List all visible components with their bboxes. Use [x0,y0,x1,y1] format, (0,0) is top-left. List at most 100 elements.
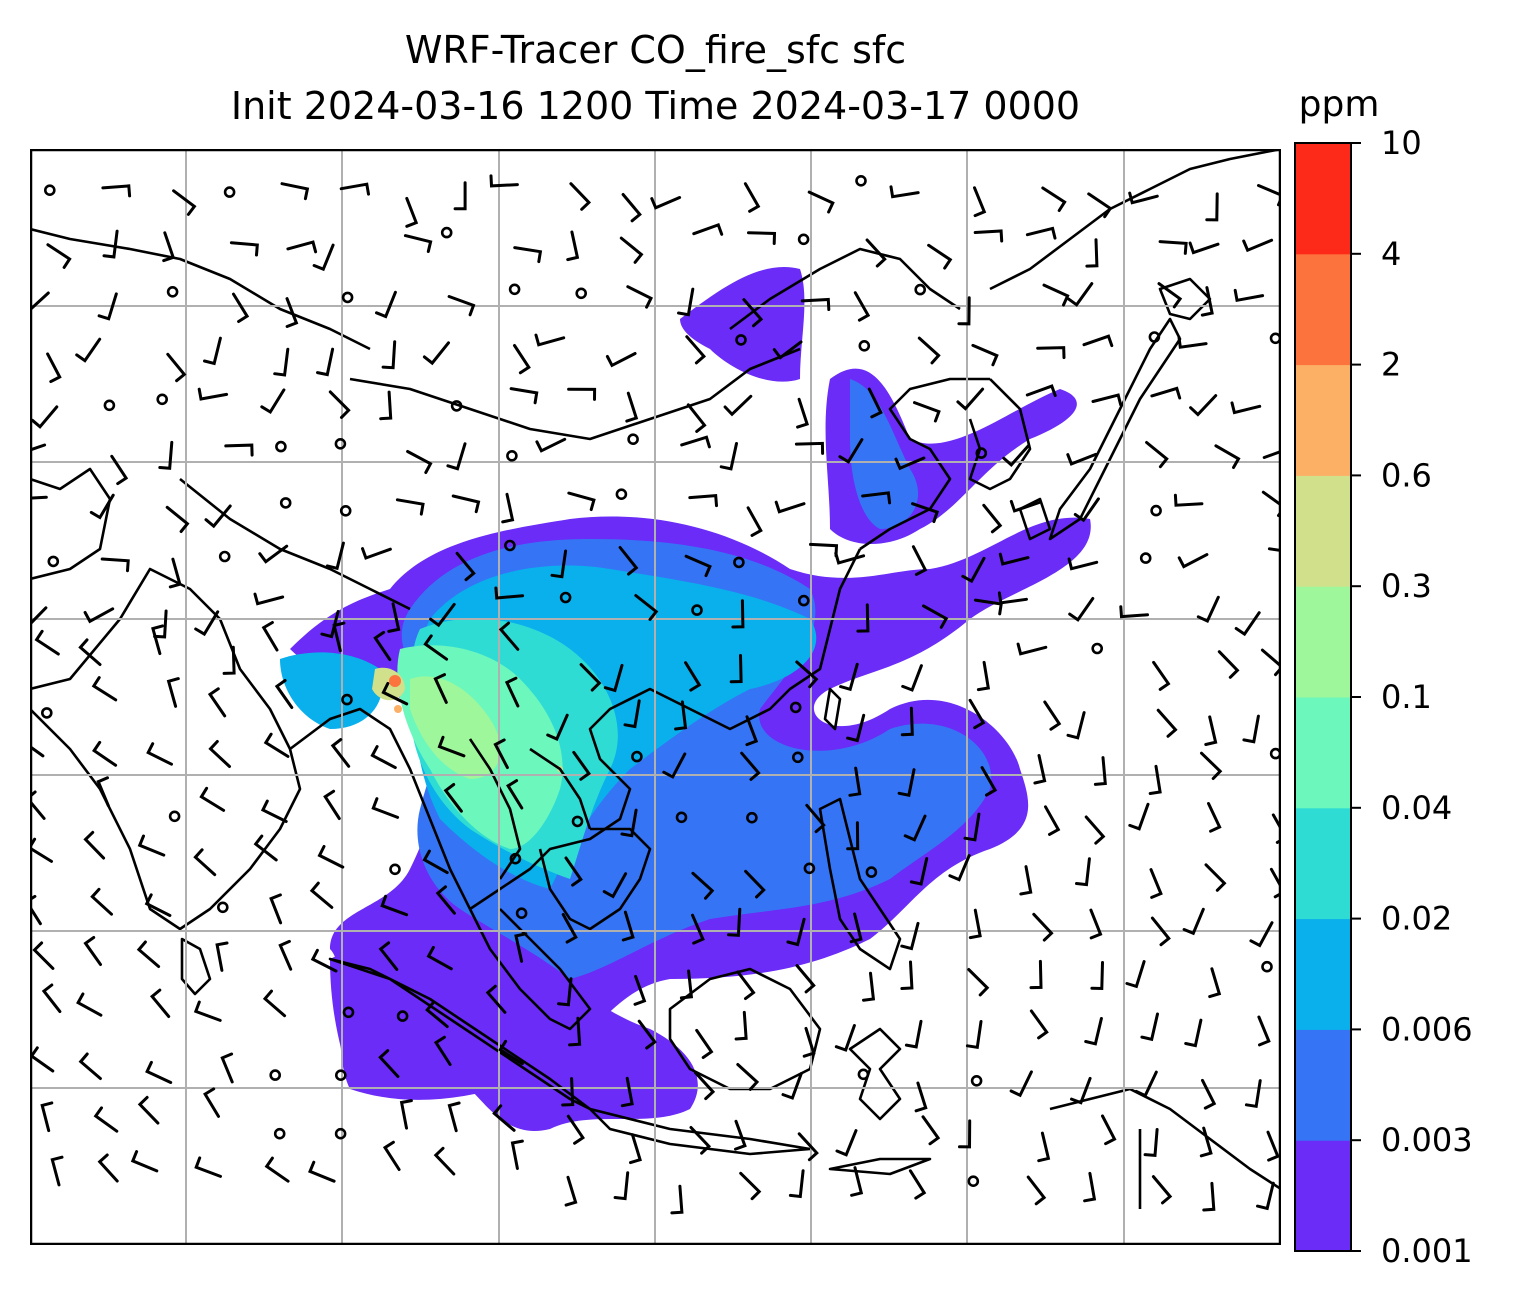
wind-barb [740,751,761,781]
wind-barb [862,971,876,1002]
calm-wind-circle [396,1010,409,1022]
wind-barb [772,340,803,360]
wind-barb [1082,334,1114,348]
wind-barb [90,887,113,916]
wind-barb [976,660,991,692]
wind-barb [967,968,990,997]
calm-wind-circle [865,866,878,878]
wind-barb [846,713,866,743]
wind-barb [774,500,806,514]
wind-barb [1037,1131,1051,1163]
wind-barb [371,797,400,819]
wind-barb [222,645,236,675]
wind-barb [506,779,524,810]
wind-barb [1009,499,1041,513]
wind-barb [922,604,949,629]
wind-barb [310,948,338,973]
calm-wind-circle [515,907,528,920]
wind-barb [900,706,914,737]
calm-wind-circle [103,399,116,412]
wind-barb [965,1020,983,1050]
wind-barb [997,591,1028,605]
calm-wind-circle [334,1127,347,1140]
calm-wind-circle [857,1068,870,1081]
wind-barb [807,190,835,214]
wind-barb [1204,715,1218,746]
wind-barb [839,662,859,692]
colorbar-segment [1295,253,1351,366]
wind-barb [846,821,860,851]
colorbar-tick-label: 4 [1381,235,1401,273]
calm-wind-circle [47,555,60,568]
wind-barb [662,752,687,779]
border-indochina-internal [468,738,522,880]
calm-wind-circle [975,447,988,459]
wind-barb [897,768,916,797]
wind-barb [425,1000,449,1028]
wind-barb [1119,605,1149,619]
wind-barb [1260,648,1281,677]
wind-barb [719,442,738,471]
wind-barb [971,343,999,367]
wind-barb [1177,335,1208,349]
calm-wind-circle [275,440,287,453]
wind-barb [1066,452,1098,466]
calm-wind-circle [1150,504,1162,517]
wind-barb [850,1166,864,1197]
wind-barb [1033,754,1047,785]
colorbar-tick-label: 0.02 [1381,900,1452,938]
wind-barb [1068,597,1095,622]
wind-barb [136,940,161,968]
coastline-philippines [818,797,902,971]
wind-barb [89,493,115,520]
wind-barb [514,932,528,963]
wind-barb [50,1155,64,1187]
wind-barb [867,387,883,419]
wind-barb [197,387,229,401]
calm-wind-circle [508,283,521,296]
wind-barb [144,893,172,917]
wind-barb [513,344,531,375]
wind-barb [437,735,466,758]
wind-barb [564,1175,578,1207]
border-kazakhstan [30,227,371,351]
wind-barb [332,621,346,653]
calm-wind-circle [803,862,816,875]
wind-barb [145,1060,173,1084]
colorbar-ticks: 0.001 0.003 0.006 0.02 0.04 0.1 0.3 0.6 2 4 10 [1351,124,1473,1270]
wind-barb [258,544,289,564]
wind-barb [498,621,520,651]
calm-wind-circle [217,901,229,914]
wind-barb [621,910,635,942]
concentration-level-6 [410,676,501,779]
calm-wind-circle [855,174,867,187]
colorbar-tick-label: 2 [1381,346,1401,384]
wind-barb [263,732,290,758]
wind-barb [927,243,953,270]
wind-barb [339,182,370,196]
colorbar-tick-label: 0.6 [1381,456,1432,494]
calm-wind-circle [341,693,353,706]
calm-wind-circle [970,1074,983,1087]
coastline-java [588,1107,812,1156]
calm-wind-circle [342,1006,355,1019]
calm-wind-circle [440,226,453,239]
colorbar-segment [1295,697,1351,809]
wind-barb [619,236,644,264]
wind-barb [903,814,927,842]
wind-barb [1200,751,1223,780]
calm-wind-circle [615,488,628,501]
wind-barb [1128,802,1150,831]
wind-barb [889,185,920,199]
wind-barb [736,970,756,1001]
wind-barb [746,506,763,537]
wind-barb [620,808,638,838]
wind-barb [802,1026,816,1058]
wind-barb [41,983,62,1014]
wind-barb [361,547,392,560]
wind-barb [1150,916,1171,947]
wind-barb [433,673,448,704]
wind-barb [1125,960,1146,989]
concentration-hotspot-1 [389,675,401,687]
wind-barb [1029,959,1043,990]
